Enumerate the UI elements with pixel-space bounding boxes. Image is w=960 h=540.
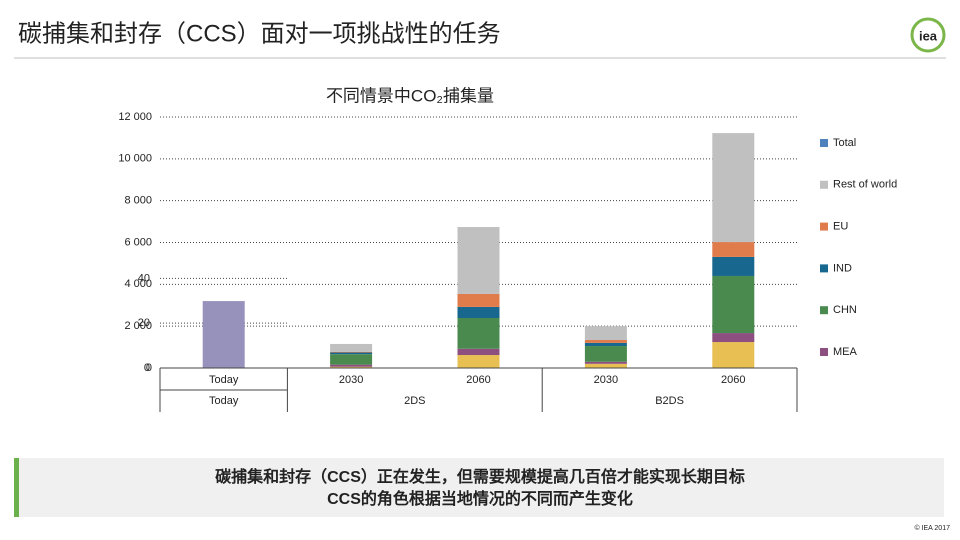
legend-swatch <box>820 139 828 147</box>
y2-tick-label: 0 <box>144 362 150 374</box>
slide-title: 碳捕集和封存（CCS）面对一项挑战性的任务 <box>18 20 501 47</box>
logo-ring <box>910 17 946 53</box>
bar-segment <box>712 342 755 368</box>
bar-segment <box>584 361 627 364</box>
y-tick-label: 10 000 <box>118 153 152 165</box>
y2-tick-label: 20 <box>138 317 150 329</box>
bar-segment <box>584 346 627 362</box>
legend-label: Total <box>833 137 856 149</box>
legend-label: Rest of world <box>833 179 897 191</box>
bar-segment <box>202 301 245 368</box>
y-tick-label: 0 <box>146 362 152 374</box>
bar-segment <box>330 343 373 352</box>
x-tick-label: Today <box>209 374 239 386</box>
bar-segment <box>584 342 627 347</box>
bar-segment <box>457 348 500 356</box>
x-tick-label: 2030 <box>339 374 363 386</box>
bar-segment <box>584 363 627 368</box>
legend-label: IND <box>833 262 852 274</box>
bar-segment <box>457 355 500 368</box>
bar-segment <box>330 366 373 368</box>
legend-swatch <box>820 222 828 231</box>
y-tick-label: 4 000 <box>124 278 152 290</box>
legend-label: CHN <box>833 304 857 316</box>
y-tick-label: 8 000 <box>124 195 152 207</box>
callout-box <box>14 458 944 517</box>
bar-segment <box>712 242 755 257</box>
y-tick-label: 2 000 <box>124 320 152 332</box>
legend-swatch <box>820 306 828 315</box>
bar-segment <box>457 306 500 319</box>
legend-swatch <box>820 180 828 189</box>
bar-segment <box>330 352 373 355</box>
bar-segment <box>712 133 755 243</box>
bar-segment <box>330 364 373 367</box>
legend-swatch <box>820 264 828 273</box>
bar-segment <box>712 275 755 334</box>
bar-segment <box>712 256 755 276</box>
callout-line: CCS的角色根据当地情况的不同而产生变化 <box>327 489 633 508</box>
bar-segment <box>584 339 627 343</box>
bar-segment <box>457 318 500 349</box>
legend-label: EU <box>833 221 848 233</box>
y2-tick-label: 40 <box>138 272 150 284</box>
callout-line: 碳捕集和封存（CCS）正在发生，但需要规模提高几百倍才能实现长期目标 <box>215 467 745 486</box>
footer: © IEA 2017 <box>914 524 950 532</box>
x-tick-label: 2060 <box>466 374 490 386</box>
group-label: B2DS <box>655 395 684 407</box>
bar-segment <box>457 293 500 307</box>
bar-segment <box>584 326 627 340</box>
legend-label: MEA <box>833 346 858 358</box>
group-label: 2DS <box>404 395 425 407</box>
y-tick-label: 6 000 <box>124 236 152 248</box>
legend-swatch <box>820 348 828 356</box>
x-tick-label: 2060 <box>721 374 745 386</box>
bar-segment <box>330 351 373 353</box>
group-label: Today <box>209 395 239 407</box>
bar-segment <box>457 227 500 294</box>
logo: iea <box>919 28 938 43</box>
callout-accent <box>14 458 19 517</box>
bar-segment <box>712 333 755 343</box>
x-tick-label: 2030 <box>594 374 618 386</box>
chart-title: 不同情景中CO₂捕集量 <box>326 86 494 105</box>
y-tick-label: 12 000 <box>118 111 152 123</box>
bar-segment <box>330 354 373 365</box>
